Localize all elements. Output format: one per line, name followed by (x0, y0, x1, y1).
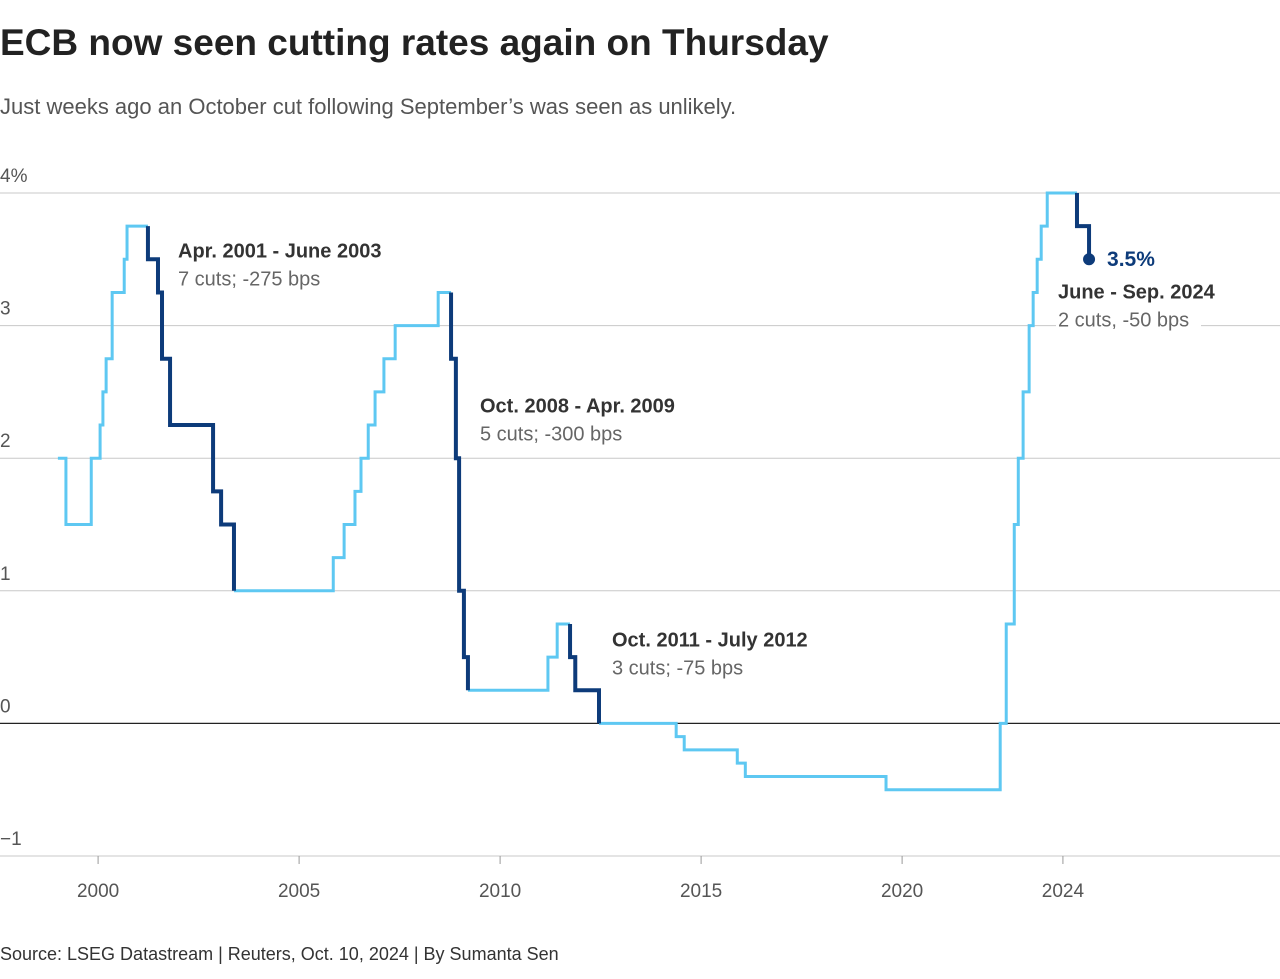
x-tick-label: 2020 (881, 881, 923, 902)
annotation-text: 3 cuts; -75 bps (612, 657, 743, 679)
rate-line (467, 622, 571, 692)
end-point (1083, 253, 1096, 266)
annotation-bg (478, 421, 623, 447)
y-tick-label: −1 (0, 829, 22, 850)
x-tick-label: 2015 (680, 881, 722, 902)
rate-line (568, 623, 601, 724)
x-tick-label: 2010 (479, 881, 521, 902)
y-tick-label: 3 (0, 299, 11, 320)
rate-line (1074, 193, 1092, 260)
annotation-text: 5 cuts; -300 bps (480, 423, 622, 445)
rate-line (233, 290, 452, 593)
y-tick-label: 0 (0, 696, 11, 717)
annotation-title: Oct. 2008 - Apr. 2009 (480, 395, 675, 417)
annotation-bg (1056, 307, 1201, 333)
annotation-title: June - Sep. 2024 (1058, 281, 1216, 303)
annotation-title: Apr. 2001 - June 2003 (178, 240, 381, 262)
x-tick-label: 2000 (77, 881, 119, 902)
rate-line (598, 191, 1077, 792)
annotation-title: Oct. 2011 - July 2012 (612, 629, 808, 651)
value-label: 3.5% (1107, 248, 1155, 271)
chart-subtitle: Just weeks ago an October cut following … (0, 94, 736, 119)
y-tick-label: 4% (0, 166, 28, 187)
rate-line (57, 224, 148, 526)
chart-title: ECB now seen cutting rates again on Thur… (0, 22, 829, 63)
y-tick-label: 2 (0, 431, 11, 452)
x-tick-label: 2024 (1042, 881, 1085, 902)
annotation-bg (176, 266, 321, 292)
source: Source: LSEG Datastream | Reuters, Oct. … (0, 944, 559, 964)
annotation-text: 7 cuts; -275 bps (178, 268, 320, 290)
x-tick-label: 2005 (278, 881, 320, 902)
annotation-bg (610, 655, 755, 681)
annotation-text: 2 cuts, -50 bps (1058, 309, 1189, 331)
y-tick-label: 1 (0, 564, 11, 585)
rate-line (145, 226, 236, 591)
rate-line (449, 292, 470, 691)
